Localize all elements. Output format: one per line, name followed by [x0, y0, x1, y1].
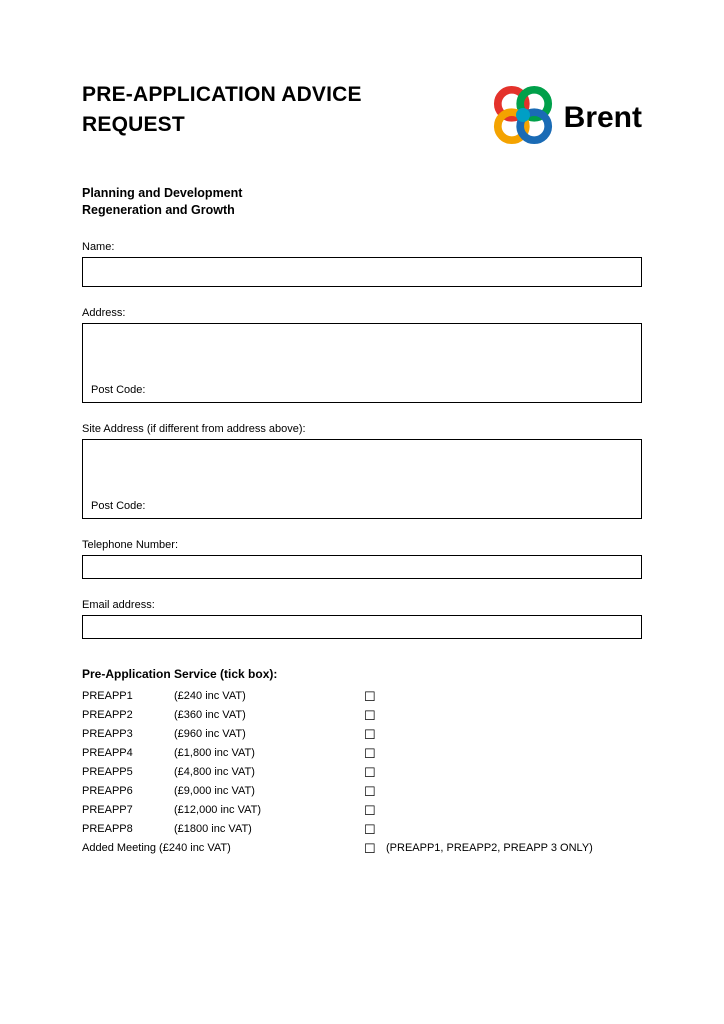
telephone-label: Telephone Number: — [82, 539, 642, 551]
name-input[interactable] — [82, 257, 642, 287]
brand-name: Brent — [564, 101, 642, 135]
site-postcode-label: Post Code: — [91, 500, 633, 512]
service-row: PREAPP5 (£4,800 inc VAT) ☐ — [82, 763, 642, 782]
site-address-input[interactable]: Post Code: — [82, 439, 642, 519]
added-meeting-label: Added Meeting (£240 inc VAT) — [82, 843, 364, 854]
service-list: PREAPP1 (£240 inc VAT) ☐ PREAPP2 (£360 i… — [82, 687, 642, 858]
name-label: Name: — [82, 241, 642, 253]
service-row: PREAPP3 (£960 inc VAT) ☐ — [82, 725, 642, 744]
service-code: PREAPP5 — [82, 767, 174, 778]
service-code: PREAPP3 — [82, 729, 174, 740]
service-price: (£12,000 inc VAT) — [174, 805, 364, 816]
service-price: (£360 inc VAT) — [174, 710, 364, 721]
subhead-line: Planning and Development — [82, 186, 242, 200]
service-checkbox[interactable]: ☐ — [364, 747, 382, 760]
postcode-label: Post Code: — [91, 384, 633, 396]
added-meeting-note: (PREAPP1, PREAPP2, PREAPP 3 ONLY) — [386, 843, 593, 854]
service-code: PREAPP8 — [82, 824, 174, 835]
service-row: PREAPP1 (£240 inc VAT) ☐ — [82, 687, 642, 706]
page-title: PRE-APPLICATION ADVICE REQUEST — [82, 80, 362, 141]
service-row: PREAPP7 (£12,000 inc VAT) ☐ — [82, 801, 642, 820]
service-checkbox[interactable]: ☐ — [364, 728, 382, 741]
service-price: (£240 inc VAT) — [174, 691, 364, 702]
brent-clover-icon — [488, 80, 558, 155]
service-header: Pre-Application Service (tick box): — [82, 667, 642, 681]
email-input[interactable] — [82, 615, 642, 639]
service-code: PREAPP7 — [82, 805, 174, 816]
service-price: (£960 inc VAT) — [174, 729, 364, 740]
service-code: PREAPP4 — [82, 748, 174, 759]
name-field-group: Name: — [82, 241, 642, 287]
service-checkbox[interactable]: ☐ — [364, 785, 382, 798]
service-price: (£9,000 inc VAT) — [174, 786, 364, 797]
form-page: PRE-APPLICATION ADVICE REQUEST Brent Pla… — [0, 0, 724, 898]
site-address-field-group: Site Address (if different from address … — [82, 423, 642, 519]
service-code: PREAPP2 — [82, 710, 174, 721]
added-meeting-row: Added Meeting (£240 inc VAT) ☐ (PREAPP1,… — [82, 839, 642, 858]
brand-logo: Brent — [488, 80, 642, 155]
address-label: Address: — [82, 307, 642, 319]
service-checkbox[interactable]: ☐ — [364, 766, 382, 779]
service-row: PREAPP2 (£360 inc VAT) ☐ — [82, 706, 642, 725]
service-code: PREAPP6 — [82, 786, 174, 797]
service-price: (£1800 inc VAT) — [174, 824, 364, 835]
service-price: (£4,800 inc VAT) — [174, 767, 364, 778]
email-label: Email address: — [82, 599, 642, 611]
department-subheading: Planning and Development Regeneration an… — [82, 185, 642, 219]
telephone-field-group: Telephone Number: — [82, 539, 642, 579]
subhead-line: Regeneration and Growth — [82, 203, 235, 217]
address-input[interactable]: Post Code: — [82, 323, 642, 403]
service-code: PREAPP1 — [82, 691, 174, 702]
service-checkbox[interactable]: ☐ — [364, 804, 382, 817]
email-field-group: Email address: — [82, 599, 642, 639]
address-field-group: Address: Post Code: — [82, 307, 642, 403]
site-address-label: Site Address (if different from address … — [82, 423, 642, 435]
service-row: PREAPP4 (£1,800 inc VAT) ☐ — [82, 744, 642, 763]
title-line: REQUEST — [82, 113, 185, 136]
telephone-input[interactable] — [82, 555, 642, 579]
added-meeting-checkbox[interactable]: ☐ — [364, 842, 382, 855]
service-row: PREAPP6 (£9,000 inc VAT) ☐ — [82, 782, 642, 801]
service-checkbox[interactable]: ☐ — [364, 690, 382, 703]
service-price: (£1,800 inc VAT) — [174, 748, 364, 759]
service-checkbox[interactable]: ☐ — [364, 823, 382, 836]
header-row: PRE-APPLICATION ADVICE REQUEST Brent — [82, 80, 642, 155]
service-row: PREAPP8 (£1800 inc VAT) ☐ — [82, 820, 642, 839]
service-checkbox[interactable]: ☐ — [364, 709, 382, 722]
title-line: PRE-APPLICATION ADVICE — [82, 83, 362, 106]
